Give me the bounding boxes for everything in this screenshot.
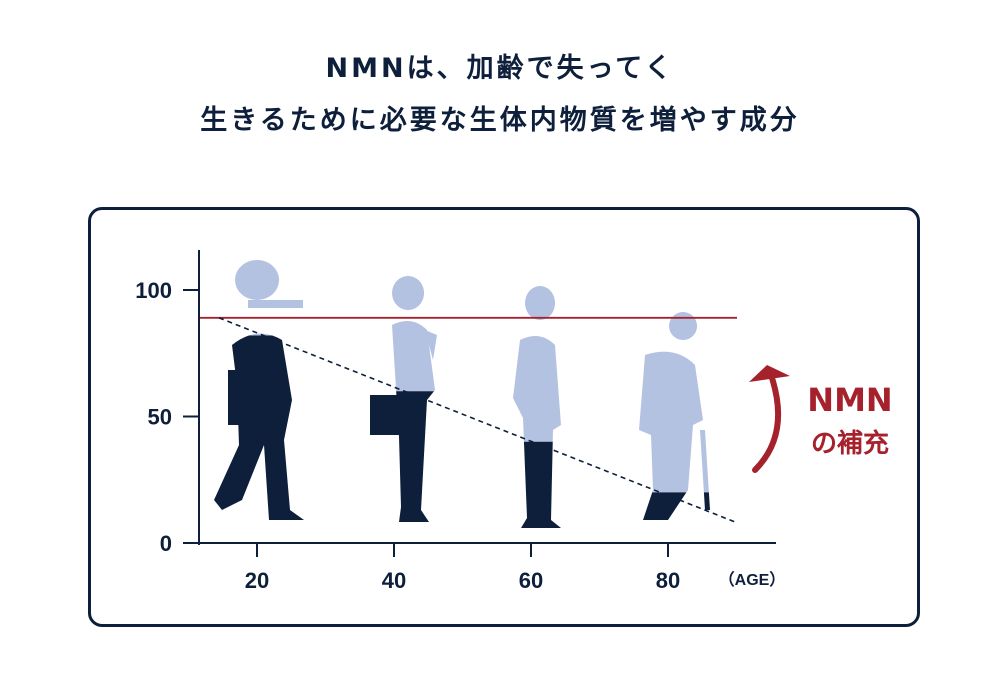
chart-card xyxy=(88,207,920,627)
y-tick-label: 100 xyxy=(135,278,172,303)
x-tick-label: 60 xyxy=(519,568,543,593)
axes-layer: 0 50 100 20 40 60 80 （AGE） xyxy=(135,250,785,593)
person-silhouette-age-60 xyxy=(513,286,561,528)
person-silhouette-age-80 xyxy=(639,312,710,520)
annotation-layer: NMN の補充 xyxy=(749,365,893,473)
decline-trend-line xyxy=(218,317,738,524)
x-tick-label: 40 xyxy=(382,568,406,593)
page-title-line-1: NMNは、加齢で失ってく xyxy=(325,53,675,84)
x-tick-label: 80 xyxy=(656,568,680,593)
replenish-arrow-icon xyxy=(752,375,782,473)
y-tick-label: 50 xyxy=(148,405,172,430)
person-silhouette-age-40 xyxy=(370,276,437,522)
y-tick-label: 0 xyxy=(160,531,172,556)
page-title-line-2: 生きるために必要な生体内物質を増やす成分 xyxy=(200,105,800,136)
annotation-line-1: NMN xyxy=(807,381,892,419)
replenish-arrowhead-icon xyxy=(749,365,790,382)
person-silhouette-age-20 xyxy=(214,260,304,520)
x-tick-label: 20 xyxy=(245,568,269,593)
x-axis-unit-label: （AGE） xyxy=(719,571,786,589)
figures-layer xyxy=(214,260,710,528)
lines-layer xyxy=(199,316,738,524)
annotation-line-2: の補充 xyxy=(811,428,889,459)
title-block: NMNは、加齢で失ってく 生きるために必要な生体内物質を増やす成分 xyxy=(0,54,1000,136)
